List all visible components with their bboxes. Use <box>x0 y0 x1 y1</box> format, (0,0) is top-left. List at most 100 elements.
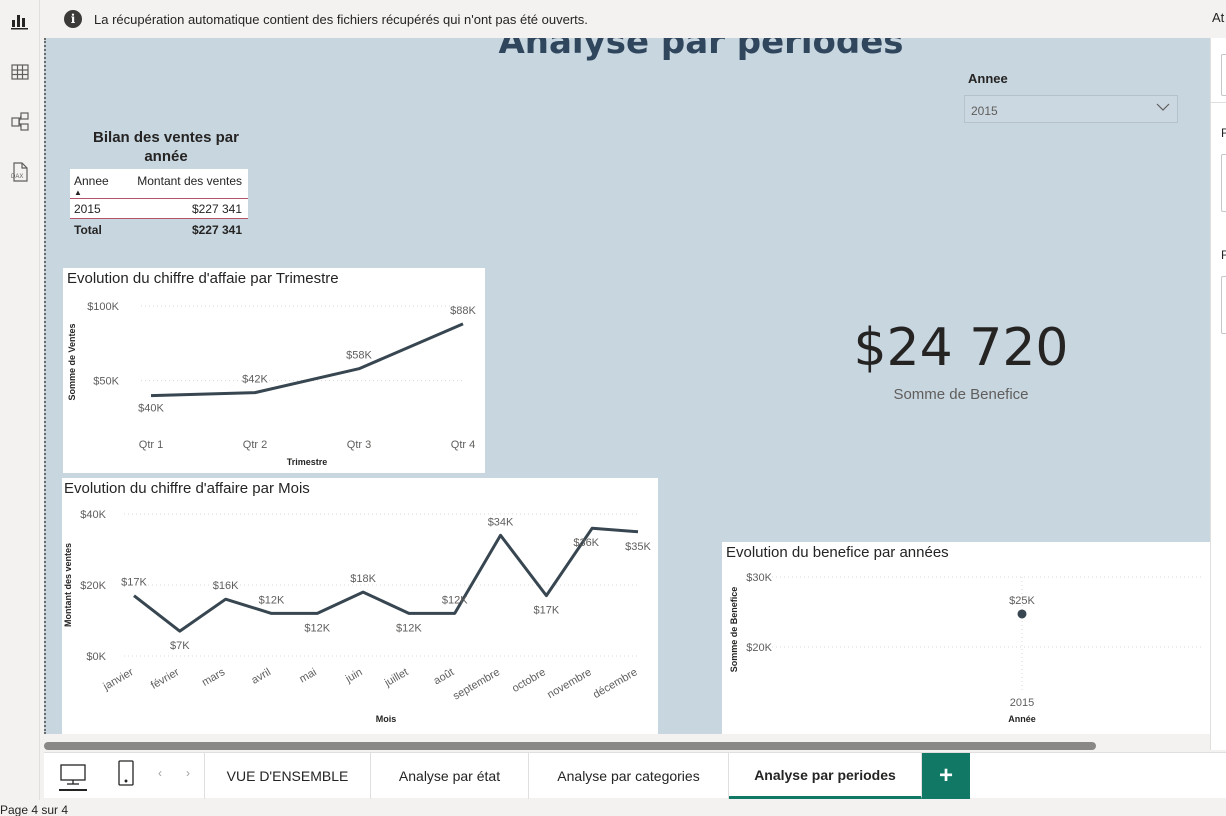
pane-section-letter: F <box>1221 248 1226 262</box>
sales-table-title: Bilan des ventes par année <box>93 129 239 165</box>
desktop-layout-icon[interactable] <box>58 761 88 796</box>
month-sales-svg: $40K $20K $0K janvier février mars avril mai jui… <box>63 509 652 724</box>
x-tick-label: mars <box>200 666 228 689</box>
total-label: Total <box>74 223 102 237</box>
x-tick-label: janvier <box>101 666 136 693</box>
infobar-right-text: At <box>1212 10 1225 25</box>
report-canvas: Analyse par periodes Annee 2015 Bilan de… <box>44 38 1210 734</box>
x-tick-label: Qtr 2 <box>243 439 267 451</box>
pane-filter-card[interactable] <box>1221 276 1226 334</box>
x-tick-label: décembre <box>591 666 639 701</box>
profit-year-chart[interactable]: $30K $20K 2015 Année Somme de Benefice $25K E… <box>722 542 1210 734</box>
data-label: $42K <box>242 374 268 386</box>
svg-text:DAX: DAX <box>11 174 23 180</box>
x-tick-label: août <box>432 666 457 687</box>
report-view-icon[interactable] <box>6 6 34 34</box>
x-tick-label: septembre <box>451 666 502 702</box>
x-tick-label: Qtr 4 <box>451 439 475 451</box>
data-label: $17K <box>121 577 147 589</box>
add-page-button[interactable]: + <box>922 753 970 799</box>
scrollbar-thumb[interactable] <box>44 742 1096 750</box>
model-view-icon[interactable] <box>6 108 34 136</box>
tab-scroll-left-icon[interactable]: ‹ <box>158 766 162 780</box>
y-axis-title: Somme de Benefice <box>729 587 739 673</box>
profit-year-svg: $30K $20K 2015 Année Somme de Benefice $25K <box>729 572 1202 724</box>
page-tab-bar: ‹ › VUE D'ENSEMBLE Analyse par état Anal… <box>44 752 1226 799</box>
x-tick-label: février <box>149 666 182 692</box>
column-header-annee[interactable]: Annee ▲ <box>74 174 109 197</box>
y-tick-label: $20K <box>80 580 106 592</box>
data-label: $17K <box>534 605 560 617</box>
y-tick-label: $50K <box>93 376 119 388</box>
data-label: $7K <box>170 640 190 652</box>
data-label: $12K <box>442 594 468 606</box>
series-line <box>150 322 464 398</box>
quarter-sales-svg: $100K $50K Qtr 1 Qtr 2 Qtr 3 Qtr 4 Trimestre So… <box>67 301 477 467</box>
x-tick-label: Qtr 1 <box>139 439 163 451</box>
tab-vue-ensemble[interactable]: VUE D'ENSEMBLE <box>204 753 371 799</box>
month-chart-title: Evolution du chiffre d'affaire par Mois <box>64 480 310 497</box>
sales-table[interactable]: Annee ▲ Montant des ventes 2015 $227 341… <box>70 169 248 241</box>
pane-search-box[interactable] <box>1221 54 1226 96</box>
tab-analyse-categories[interactable]: Analyse par categories <box>529 753 729 799</box>
data-label: $35K <box>625 541 651 553</box>
data-label: $12K <box>304 622 330 634</box>
data-label: $18K <box>350 573 376 585</box>
view-rail: DAX <box>0 0 40 800</box>
year-slicer-label: Annee <box>968 71 1008 86</box>
info-icon: i <box>64 10 82 28</box>
x-tick-label: novembre <box>545 666 593 701</box>
y-tick-label: $30K <box>746 572 772 584</box>
filters-pane: F F <box>1210 38 1226 750</box>
y-tick-label: $100K <box>87 301 119 313</box>
total-value: $227 341 <box>191 223 242 237</box>
page-indicator: Page 4 sur 4 <box>0 803 69 816</box>
column-header-montant[interactable]: Montant des ventes <box>137 174 242 188</box>
y-axis-title: Montant des ventes <box>63 543 73 627</box>
x-tick-label: Qtr 3 <box>347 439 371 451</box>
x-tick-label: octobre <box>510 666 548 695</box>
table-row: 2015 $227 341 <box>70 199 248 219</box>
data-label: $40K <box>138 403 164 415</box>
y-tick-label: $0K <box>86 651 106 663</box>
horizontal-scrollbar[interactable] <box>44 740 1210 752</box>
table-header-row: Annee ▲ Montant des ventes <box>70 169 248 199</box>
y-axis-title: Somme de Ventes <box>67 323 77 400</box>
data-label: $25K <box>1009 595 1035 607</box>
data-label: $12K <box>259 594 285 606</box>
y-tick-label: $40K <box>80 509 106 521</box>
tab-analyse-periodes[interactable]: Analyse par periodes <box>729 753 922 799</box>
table-view-icon[interactable] <box>6 58 34 86</box>
x-axis-title: Trimestre <box>287 457 328 467</box>
data-label: $34K <box>488 516 514 528</box>
data-label: $12K <box>396 622 422 634</box>
month-sales-chart[interactable]: $40K $20K $0K janvier février mars avril mai jui… <box>62 478 658 734</box>
pane-filter-card[interactable] <box>1221 154 1226 212</box>
x-tick-label: 2015 <box>1010 697 1034 709</box>
year-slicer-dropdown[interactable]: 2015 <box>964 95 1178 123</box>
cell-montant: $227 341 <box>191 201 242 216</box>
x-tick-label: juin <box>343 666 365 685</box>
series-line <box>133 526 639 633</box>
chevron-down-icon[interactable] <box>1155 99 1171 118</box>
kpi-card-value: $24 720 <box>853 318 1069 378</box>
pane-divider <box>1211 102 1226 103</box>
data-point <box>1017 609 1027 619</box>
data-label: $16K <box>213 580 239 592</box>
dax-query-icon[interactable]: DAX <box>6 158 34 186</box>
tab-scroll-right-icon[interactable]: › <box>186 766 190 780</box>
status-bar: Page 4 sur 4 <box>0 800 1226 816</box>
x-tick-label: mai <box>297 666 318 685</box>
x-axis-title: Année <box>1008 714 1036 724</box>
quarter-sales-chart[interactable]: $100K $50K Qtr 1 Qtr 2 Qtr 3 Qtr 4 Trimestre So… <box>63 268 485 473</box>
autorecovery-infobar: i La récupération automatique contient d… <box>44 0 1226 38</box>
data-label: $88K <box>450 305 476 317</box>
year-slicer-value: 2015 <box>971 104 998 118</box>
data-label: $36K <box>573 537 599 549</box>
kpi-card-label: Somme de Benefice <box>893 386 1029 403</box>
sort-ascending-icon: ▲ <box>74 188 82 197</box>
pane-section-letter: F <box>1221 126 1226 140</box>
tab-analyse-etat[interactable]: Analyse par état <box>371 753 529 799</box>
mobile-layout-icon[interactable] <box>116 759 136 794</box>
